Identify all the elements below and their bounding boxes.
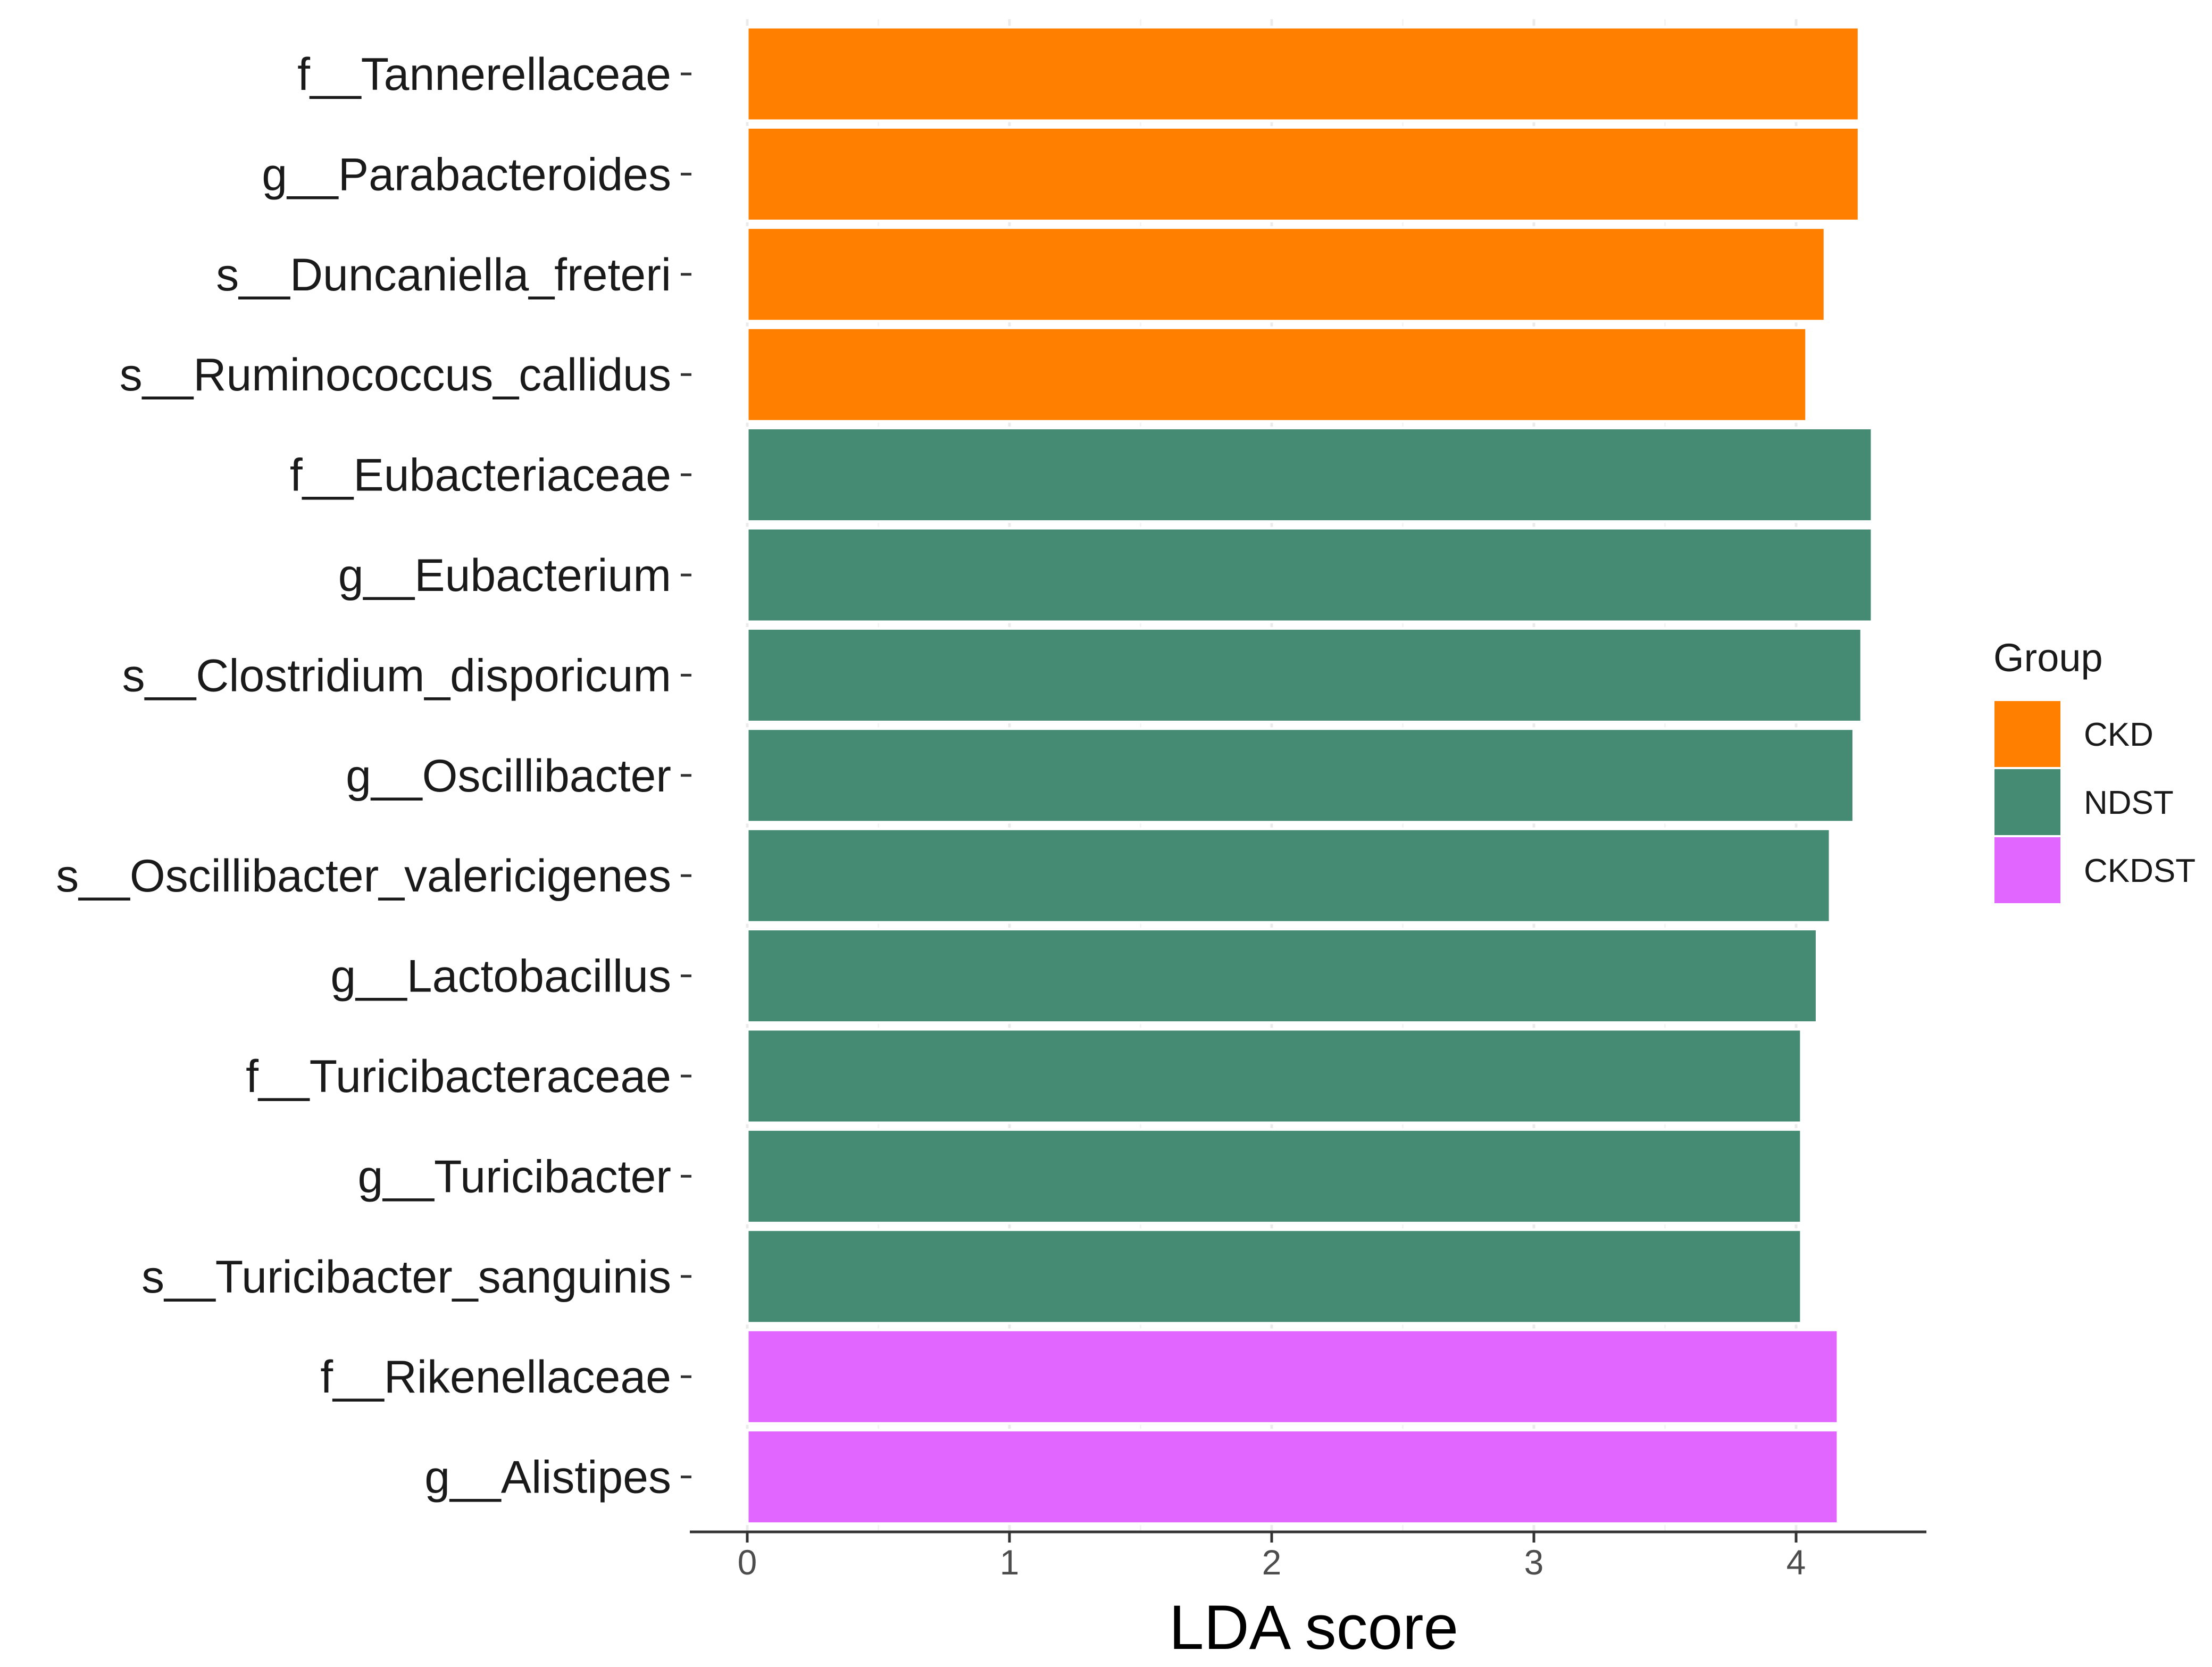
y-tick-label: s__Turicibacter_sanguinis <box>141 1252 671 1303</box>
bar-s__Ruminococcus_callidus <box>746 326 1808 423</box>
y-tick-label: f__Eubacteriaceae <box>290 450 671 501</box>
y-tick-label: s__Ruminococcus_callidus <box>120 349 671 401</box>
y-tick-label: s__Oscillibacter_valericigenes <box>56 851 671 902</box>
y-tick-label: g__Lactobacillus <box>330 951 671 1002</box>
legend-title: Group <box>1993 636 2103 680</box>
x-tick-label: 4 <box>1787 1543 1806 1582</box>
bar-s__Duncaniella_freteri <box>746 226 1826 323</box>
y-tick-label: g__Parabacteroides <box>262 149 671 200</box>
x-axis: 0 1 2 3 4 <box>690 1530 1926 1582</box>
y-tick-label: f__Rikenellaceae <box>320 1352 671 1403</box>
x-tick-label: 3 <box>1524 1543 1544 1582</box>
bars <box>746 26 1874 1526</box>
bar-g__Lactobacillus <box>746 928 1818 1024</box>
bar-f__Turicibacteraceae <box>746 1028 1803 1124</box>
legend-label-NDST: NDST <box>2084 785 2174 821</box>
legend-label-CKD: CKD <box>2084 716 2153 753</box>
y-tick-label: g__Oscillibacter <box>346 751 671 802</box>
bar-f__Eubacteriaceae <box>746 427 1874 523</box>
bar-g__Turicibacter <box>746 1128 1803 1224</box>
bar-s__Clostridium_disporicum <box>746 627 1863 723</box>
y-tick-label: s__Clostridium_disporicum <box>122 650 671 701</box>
y-tick-label: g__Alistipes <box>424 1452 671 1503</box>
y-tick-label: f__Tannerellaceae <box>297 49 671 100</box>
x-axis-title: LDA score <box>1169 1593 1458 1663</box>
x-tick-label: 2 <box>1262 1543 1282 1582</box>
legend: Group CKD NDST CKDST <box>1992 636 2196 905</box>
bar-g__Eubacterium <box>746 527 1874 623</box>
y-tick-label: g__Turicibacter <box>357 1151 671 1202</box>
y-tick-label: f__Turicibacteraceae <box>246 1051 671 1102</box>
category-labels: f__Tannerellaceae g__Parabacteroides s__Du… <box>56 49 691 1503</box>
legend-key-NDST <box>1992 767 2063 837</box>
y-tick-label: g__Eubacterium <box>338 550 671 601</box>
bar-f__Tannerellaceae <box>746 26 1860 122</box>
bar-g__Oscillibacter <box>746 727 1855 824</box>
legend-label-CKDST: CKDST <box>2084 853 2196 889</box>
legend-key-CKDST <box>1992 835 2063 905</box>
y-tick-label: s__Duncaniella_freteri <box>216 249 671 301</box>
bar-g__Parabacteroides <box>746 126 1860 222</box>
bar-g__Alistipes <box>746 1429 1840 1526</box>
bar-f__Rikenellaceae <box>746 1328 1840 1425</box>
x-tick-label: 0 <box>738 1543 757 1582</box>
bar-s__Oscillibacter_valericigenes <box>746 827 1832 924</box>
bar-s__Turicibacter_sanguinis <box>746 1228 1803 1325</box>
legend-key-CKD <box>1992 699 2063 769</box>
x-tick-label: 1 <box>1000 1543 1020 1582</box>
